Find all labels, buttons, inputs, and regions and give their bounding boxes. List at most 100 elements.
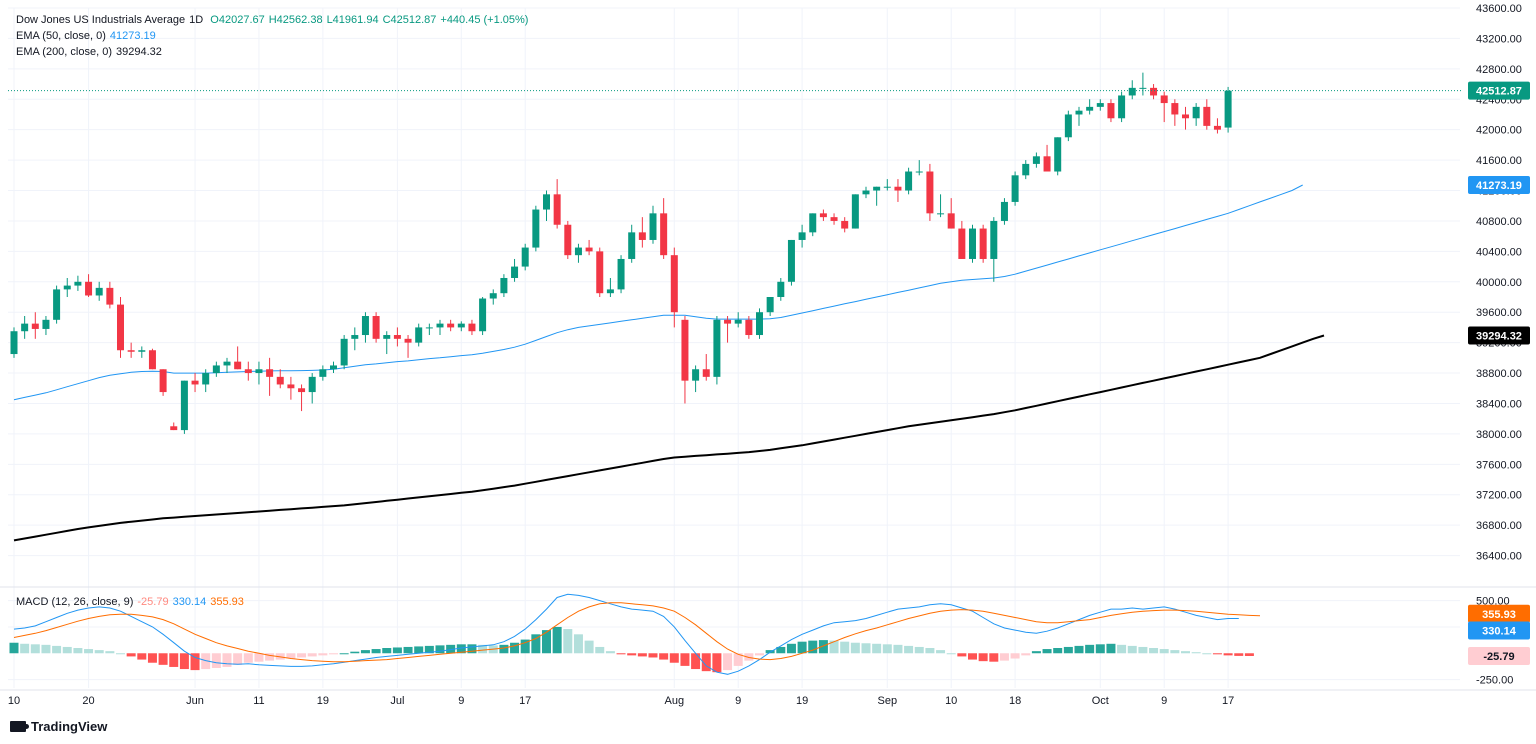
macd-histogram-bar (957, 653, 967, 657)
macd-histogram-bar (84, 649, 94, 654)
candle-body (1107, 103, 1115, 119)
candle-body (372, 316, 380, 339)
high-value: H42562.38 (268, 14, 323, 26)
macd-histogram-bar (882, 644, 892, 654)
ema200-legend: EMA (200, close, 0) 39294.32 (16, 44, 532, 60)
macd-histogram-bar (403, 646, 413, 654)
candle-body (649, 213, 657, 240)
candle-body (319, 369, 327, 377)
candle-body (617, 258, 625, 290)
macd-histogram-bar (542, 630, 551, 654)
candle-body (692, 369, 700, 381)
candle-body (819, 213, 827, 218)
candle-body (511, 266, 519, 278)
candle-body (926, 171, 934, 214)
price-tick-label: 36800.00 (1476, 520, 1522, 532)
macd-histogram-bar (680, 653, 690, 666)
macd-signal-badge: 355.93 (1482, 609, 1516, 621)
candle-body (1128, 87, 1136, 96)
macd-histogram-bar (510, 642, 520, 654)
candle-body (777, 281, 785, 297)
macd-histogram-bar (627, 653, 637, 656)
macd-histogram-bar (616, 653, 626, 655)
macd-histogram-bar (946, 653, 956, 655)
macd-histogram-bar (1181, 651, 1190, 654)
ema200-badge-bg (1468, 326, 1530, 345)
macd-histogram-bar (1202, 653, 1212, 655)
macd-histogram-bar (329, 653, 338, 655)
macd-histogram-bar (808, 640, 818, 654)
macd-histogram-bar (20, 643, 30, 654)
macd-legend: MACD (12, 26, close, 9) -25.79 330.14 355.9… (16, 594, 248, 610)
macd-line-value: 330.14 (172, 596, 207, 608)
macd-histogram-bar (1074, 645, 1084, 654)
ema50-badge: 41273.19 (1476, 180, 1522, 192)
macd-histogram-bar (105, 651, 115, 654)
tradingview-logo-icon (10, 721, 29, 732)
macd-line-badge-bg (1468, 621, 1530, 640)
candle-body (127, 350, 135, 352)
candle-body (1182, 114, 1189, 119)
candle-body (979, 228, 987, 259)
price-tick-label: 38000.00 (1476, 429, 1522, 441)
macd-histogram-bar (73, 648, 83, 654)
candle-body (1203, 106, 1211, 126)
macd-histogram-bar (914, 646, 924, 654)
time-tick-label: Oct (1092, 695, 1109, 707)
candle-body (10, 331, 18, 355)
candle-body (1086, 106, 1094, 111)
macd-histogram-bar (339, 653, 349, 655)
candle-body (713, 319, 721, 377)
ema50-line (13, 184, 1303, 401)
ema50-legend: EMA (50, close, 0) 41273.19 (16, 28, 532, 44)
ema50-label: EMA (50, close, 0) (16, 30, 106, 42)
last-price-badge: 42512.87 (1476, 86, 1522, 98)
macd-histogram-bar (52, 645, 62, 654)
macd-histogram-bar (243, 653, 253, 663)
macd-histogram-bar (382, 648, 392, 654)
time-tick-label: 10 (8, 695, 20, 707)
ema200-badge: 39294.32 (1476, 330, 1522, 342)
price-tick-label: 42000.00 (1476, 125, 1522, 137)
candle-body (436, 323, 444, 328)
candle-body (702, 369, 710, 377)
price-tick-label: 39600.00 (1476, 307, 1522, 319)
candle-body (53, 289, 61, 320)
macd-histogram-bar (872, 643, 882, 654)
macd-histogram-bar (818, 640, 828, 654)
candle-body (670, 255, 678, 313)
macd-line (13, 593, 1239, 675)
time-tick-label: Jun (186, 695, 204, 707)
candle-body (1054, 137, 1062, 172)
change-value: +440.45 (+1.05%) (440, 14, 529, 26)
macd-histogram-bar (701, 653, 711, 672)
macd-histogram-bar (30, 644, 40, 654)
macd-histogram-bar (989, 653, 999, 662)
candle-body (63, 285, 71, 290)
candle-body (383, 335, 391, 339)
candle-body (447, 323, 455, 328)
time-tick-label: Jul (390, 695, 404, 707)
macd-histogram-bar (307, 653, 317, 657)
macd-histogram-bar (211, 653, 221, 668)
time-tick-label: 17 (1222, 695, 1234, 707)
candle-body (244, 369, 252, 374)
candle-body (574, 247, 582, 256)
macd-histogram-bar (190, 653, 200, 671)
candle-body (596, 251, 604, 294)
candle-body (660, 213, 668, 256)
macd-histogram-bar (499, 644, 509, 654)
ema200-line (13, 334, 1325, 542)
main-legend: Dow Jones US Industrials Average 1D O4202… (16, 12, 532, 60)
candle-body (734, 319, 742, 324)
candle-body (95, 287, 103, 296)
candle-body (1032, 156, 1040, 164)
candle-body (404, 338, 412, 343)
ema50-value: 41273.19 (109, 30, 156, 42)
tradingview-logo[interactable]: TradingView (10, 719, 107, 734)
macd-histogram-bar (318, 653, 328, 656)
macd-histogram-bar (786, 643, 796, 654)
macd-tick-label: -250.00 (1476, 675, 1513, 687)
candle-body (553, 194, 561, 225)
